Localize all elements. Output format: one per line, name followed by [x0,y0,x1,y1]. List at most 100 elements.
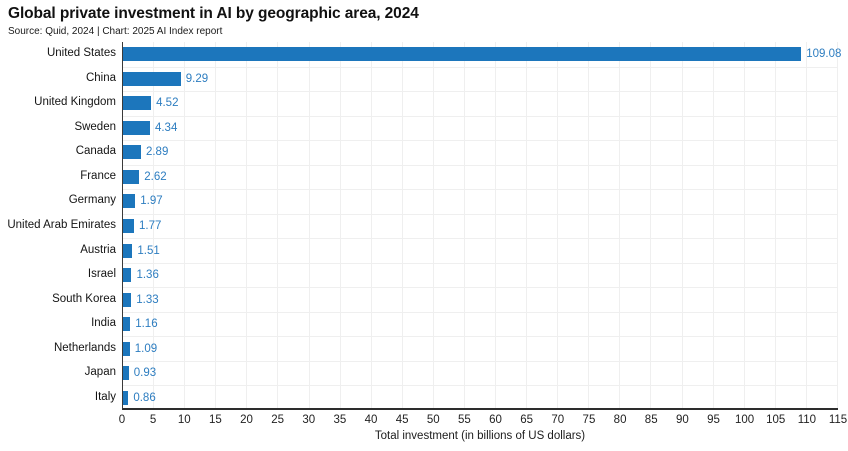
bar-value-label: 1.33 [136,294,159,306]
chart-title: Global private investment in AI by geogr… [8,5,419,22]
gridline-vertical [619,42,621,408]
category-label: Netherlands [53,342,116,354]
gridline-vertical [588,42,590,408]
gridline-vertical [339,42,341,408]
bar-united-kingdom [123,96,152,110]
category-label: Germany [68,194,116,206]
x-tick-label: 115 [828,414,848,426]
bar-value-label: 2.89 [145,146,169,158]
x-tick-label: 30 [302,414,316,426]
bar-value-label: 4.52 [156,97,179,109]
category-label: Israel [87,268,116,280]
category-label: Austria [80,244,116,256]
gridline-horizontal [123,116,838,117]
x-tick-label: 45 [395,414,409,426]
bar-austria [123,244,133,258]
x-tick-label: 95 [707,414,720,426]
gridline-vertical [837,42,838,408]
x-tick-label: 15 [208,414,222,426]
gridline-vertical [308,42,310,408]
category-label: United Kingdom [34,96,116,108]
bar-israel [123,268,132,282]
gridline-vertical [401,42,403,408]
gridline-vertical [557,42,559,408]
gridline-vertical [246,42,248,408]
x-tick-label: 75 [582,414,596,426]
bar-value-label: 109.08 [806,48,842,60]
x-tick-label: 70 [551,414,565,426]
gridline-vertical [526,42,528,408]
x-tick-label: 100 [735,414,755,426]
gridline-vertical [432,42,434,408]
x-tick-label: 80 [613,414,627,426]
bar-value-label: 0.86 [133,392,156,404]
bar-value-label: 1.36 [136,269,159,281]
bar-italy [123,391,129,405]
gridline-horizontal [123,336,838,337]
x-tick-label: 20 [240,414,253,426]
x-tick-label: 55 [458,414,471,426]
category-label: South Korea [52,293,116,305]
x-tick-label: 40 [364,414,378,426]
gridline-vertical [370,42,372,408]
bar-japan [123,366,129,380]
gridline-vertical [743,42,745,408]
gridline-horizontal [123,140,838,141]
x-tick-label: 25 [271,414,285,426]
gridline-vertical [681,42,683,408]
category-label: Canada [75,145,116,157]
gridline-horizontal [123,385,838,386]
bar-china [123,72,181,86]
gridline-horizontal [123,263,838,264]
bar-south-korea [123,293,132,307]
bar-india [123,317,131,331]
gridline-horizontal [123,67,838,68]
gridline-horizontal [123,361,838,362]
bar-value-label: 0.93 [133,367,157,379]
gridline-horizontal [123,238,838,239]
gridline-vertical [650,42,652,408]
category-label: Japan [84,366,116,378]
bar-value-label: 1.97 [140,195,163,207]
gridline-vertical [805,42,807,408]
x-tick-label: 60 [489,414,502,426]
bar-united-arab-emirates [123,219,134,233]
bar-value-label: 9.29 [185,73,209,85]
bar-united-states [123,47,802,61]
gridline-vertical [184,42,186,408]
bar-sweden [123,121,150,135]
gridline-horizontal [123,189,838,190]
x-tick-label: 50 [426,414,440,426]
bar-value-label: 1.09 [134,343,158,355]
bar-netherlands [123,342,130,356]
bar-value-label: 1.16 [135,318,158,330]
category-label: Italy [94,391,116,403]
category-label: France [80,170,116,182]
category-label: India [91,317,116,329]
x-tick-label: 5 [149,414,157,426]
gridline-horizontal [123,312,838,313]
chart-source-line: Source: Quid, 2024 | Chart: 2025 AI Inde… [8,26,223,37]
x-axis-ticks: 0 5 10 15 20 25 30 35 40 45 50 55 60 65 70 75 80 85 90 95 10… [118,414,847,428]
category-label: China [85,72,116,84]
plot-area: 109.08 9.29 4.52 4.34 2.89 2.62 1.97 1.77 1.51 1.… [122,42,842,410]
gridline-vertical [215,42,217,408]
bar-value-label: 1.51 [137,245,160,257]
x-tick-label: 65 [520,414,534,426]
gridline-vertical [712,42,714,408]
category-label: United States [46,47,116,59]
bar-value-label: 4.34 [154,122,178,134]
x-tick-label: 110 [797,414,817,426]
gridline-vertical [774,42,776,408]
gridline-vertical [495,42,497,408]
x-tick-label: 85 [644,414,658,426]
x-tick-label: 0 [118,414,126,426]
bar-value-label: 2.62 [144,171,167,183]
x-tick-label: 90 [675,414,689,426]
x-axis-title: Total investment (in billions of US doll… [374,430,586,442]
bar-value-label: 1.77 [139,220,162,232]
gridline-horizontal [123,287,838,288]
bar-canada [123,145,141,159]
gridline-horizontal [123,214,838,215]
